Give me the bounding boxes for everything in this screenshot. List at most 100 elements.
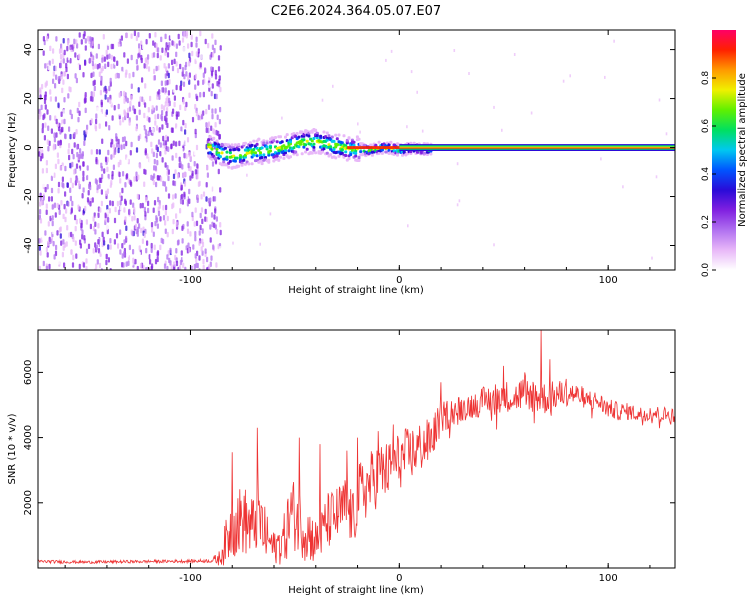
spectrogram-ridge-cell [327, 134, 331, 138]
spectrogram-noise-cell [51, 151, 54, 158]
spectrogram-noise-cell [202, 91, 205, 98]
spectrogram-noise-cell [118, 92, 121, 98]
spectrogram-noise-cell [65, 62, 68, 69]
spectrogram-noise-cell [214, 208, 217, 214]
spectrogram-noise-cell [107, 244, 110, 250]
spectrogram-noise-cell [95, 53, 98, 59]
spectrogram-noise-cell [84, 107, 87, 114]
spectrogram-noise-cell [194, 253, 197, 259]
spectrogram-noise-cell [72, 236, 75, 242]
spectrogram-noise-cell [128, 73, 131, 79]
colorbar-tick-label: 0.0 [701, 263, 711, 278]
spectrogram-noise-cell [181, 106, 184, 112]
spectrogram-noise-cell [113, 56, 116, 62]
spectrogram-ridge-cell [332, 148, 336, 152]
spectrogram-noise-cell [90, 91, 93, 97]
spectrogram-noise-cell [168, 79, 171, 85]
spectrogram-noise-cell [183, 31, 186, 38]
spectrogram-noise-cell [66, 73, 69, 80]
spectrogram-noise-cell [69, 177, 72, 184]
spectrogram-noise-cell [218, 75, 221, 81]
spectrogram-ridge-cell [252, 139, 256, 143]
spectrogram-noise-cell [55, 74, 58, 80]
spectrogram-speck [359, 130, 361, 134]
spectrogram-noise-cell [211, 83, 214, 89]
spectrogram-noise-cell [62, 239, 65, 245]
spectrogram-noise-cell [208, 232, 212, 238]
spectrogram-ridge-cell [254, 151, 257, 155]
spectrogram-noise-cell [106, 177, 109, 184]
spectrogram-noise-cell [210, 186, 213, 192]
spectrogram-ridge-cell [252, 153, 256, 157]
spectrogram-noise-cell [84, 205, 87, 212]
spectrogram-noise-cell [167, 72, 170, 79]
spectrogram-noise-cell [85, 266, 88, 270]
spectrogram-noise-cell [54, 163, 57, 170]
spectrogram-noise-cell [167, 63, 170, 69]
spectrogram-ridge-cell [352, 140, 356, 144]
spectrogram-ridge-cell [302, 145, 306, 149]
spectrogram-noise-cell [95, 149, 99, 155]
spectrogram-ridge-cell [265, 145, 269, 149]
spectrogram-noise-cell [153, 52, 156, 58]
spectrogram-noise-cell [144, 129, 147, 135]
spectrogram-noise-cell [117, 138, 120, 145]
spectrogram-noise-cell [100, 268, 103, 270]
spectrogram-noise-cell [79, 218, 82, 224]
spectrogram-noise-cell [115, 133, 118, 139]
spectrogram-noise-cell [218, 118, 221, 125]
spectrogram-noise-cell [70, 208, 73, 214]
spectrogram-noise-cell [188, 151, 191, 158]
spectrogram-noise-cell [204, 248, 207, 254]
spectrogram-noise-cell [59, 140, 62, 146]
spectrogram-noise-cell [95, 244, 98, 251]
spectrogram-noise-cell [122, 128, 126, 134]
spectrogram-noise-cell [98, 71, 101, 77]
spectrogram-ridge-cell [429, 152, 433, 156]
spectrogram-noise-cell [145, 39, 148, 45]
spectrogram-noise-cell [73, 132, 76, 138]
spectrogram-speck [246, 173, 248, 177]
spectrogram-noise-cell [92, 91, 95, 97]
spectrogram-noise-cell [142, 43, 145, 50]
spectrogram-noise-cell [150, 242, 153, 249]
spectrogram-noise-cell [94, 178, 97, 184]
spectrogram-ridge-cell [314, 128, 318, 132]
spectrogram-noise-cell [175, 221, 178, 228]
spectrogram-noise-cell [143, 206, 146, 213]
spectrogram-noise-cell [100, 99, 103, 106]
spectrogram-ridge-cell [310, 130, 314, 134]
spectrogram-speck [332, 84, 334, 88]
spectrogram-speck [604, 75, 606, 79]
spectrogram-noise-cell [156, 94, 159, 100]
spectrogram-noise-cell [161, 210, 164, 216]
spectrogram-noise-cell [100, 162, 103, 169]
spectrogram-noise-cell [199, 30, 202, 37]
spectrogram-noise-cell [105, 224, 108, 230]
spectrogram-noise-cell [95, 263, 98, 269]
spectrogram-noise-cell [162, 205, 165, 211]
spectrogram-noise-cell [86, 197, 90, 203]
spectrogram-noise-cell [171, 65, 175, 72]
spectrogram-noise-cell [92, 71, 95, 77]
spectrogram-noise-cell [129, 199, 132, 205]
spectrogram-noise-cell [123, 109, 126, 115]
spectrogram-noise-cell [106, 54, 109, 60]
spectrogram-noise-cell [216, 114, 219, 120]
spectrogram-noise-cell [76, 144, 79, 150]
spectrogram-noise-cell [165, 204, 168, 211]
spectrogram-noise-cell [92, 80, 95, 86]
y-tick-label: 20 [23, 92, 34, 105]
spectrogram-noise-cell [79, 239, 82, 245]
spectrogram-noise-cell [216, 80, 219, 87]
spectrogram-noise-cell [143, 125, 146, 131]
spectrogram-noise-cell [214, 69, 217, 76]
spectrogram-ridge-cell [350, 148, 354, 152]
spectrogram-noise-cell [69, 195, 72, 202]
spectrogram-noise-cell [199, 92, 202, 98]
spectrogram-noise-cell [85, 258, 88, 264]
spectrogram-noise-cell [44, 63, 47, 69]
spectrogram-noise-cell [155, 105, 158, 111]
spectrogram-noise-cell [164, 80, 167, 86]
spectrogram-ridge-cell [250, 143, 254, 147]
